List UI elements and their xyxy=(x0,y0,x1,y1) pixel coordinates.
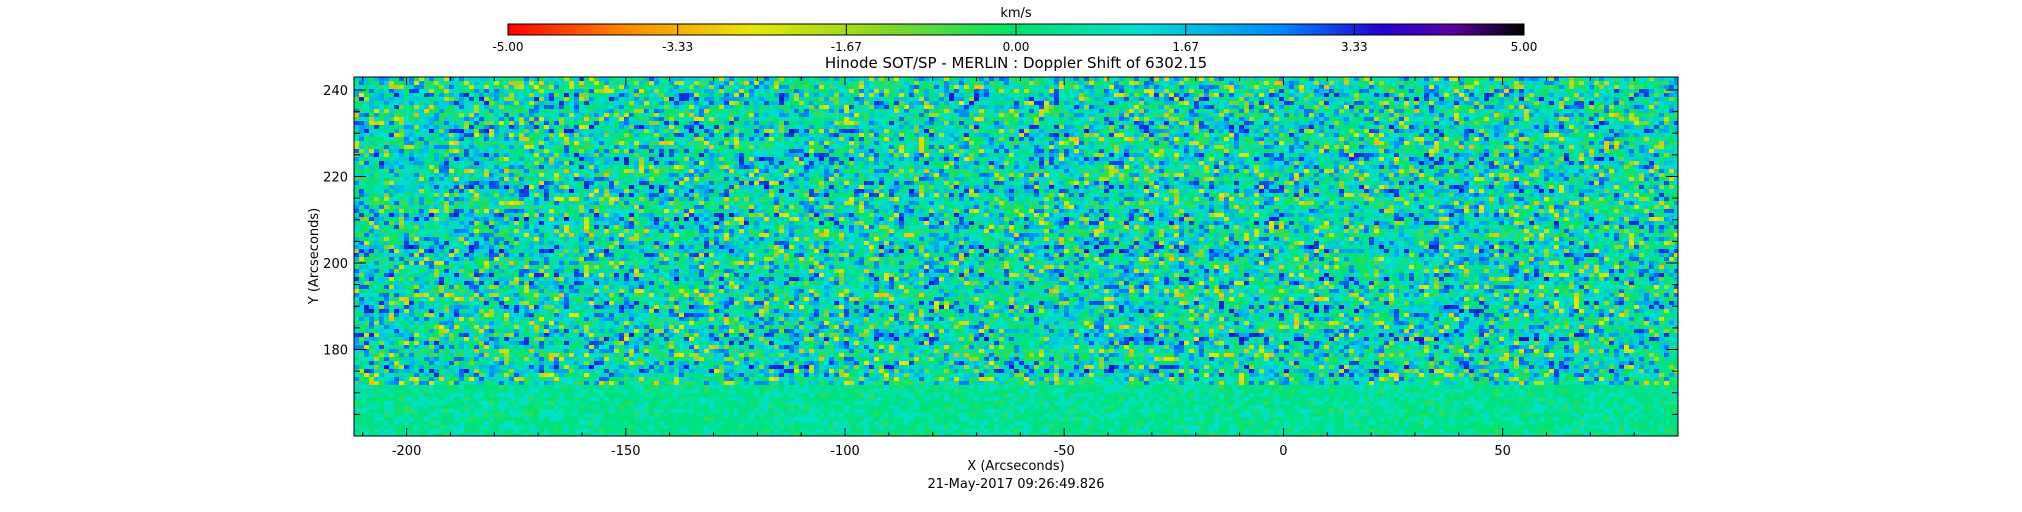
chart-title: Hinode SOT/SP - MERLIN : Doppler Shift o… xyxy=(825,54,1207,72)
colorbar-tick-label: -5.00 xyxy=(492,40,523,54)
colorbar-tick-label: 3.33 xyxy=(1341,40,1368,54)
x-tick-label: -200 xyxy=(392,444,422,459)
colorbar-tick-label: -1.67 xyxy=(831,40,862,54)
x-tick-label: -100 xyxy=(830,444,860,459)
colorbar-tick-label: 0.00 xyxy=(1003,40,1030,54)
y-tick-label: 180 xyxy=(323,343,348,358)
colorbar-tick-label: -3.33 xyxy=(662,40,693,54)
x-axis-label: X (Arcseconds) xyxy=(967,459,1064,474)
x-tick-label: 0 xyxy=(1279,444,1287,459)
colorbar-label: km/s xyxy=(1000,6,1032,21)
colorbar-tick-label: 1.67 xyxy=(1172,40,1199,54)
colorbar-tick-label: 5.00 xyxy=(1511,40,1538,54)
y-tick-label: 240 xyxy=(323,84,348,99)
x-tick-label: -50 xyxy=(1054,444,1075,459)
y-axis-label: Y (Arcseconds) xyxy=(307,208,322,305)
x-tick-label: 50 xyxy=(1494,444,1511,459)
doppler-map xyxy=(354,77,1679,437)
y-tick-label: 200 xyxy=(323,257,348,272)
y-tick-label: 220 xyxy=(323,170,348,185)
x-tick-label: -150 xyxy=(611,444,641,459)
timestamp: 21-May-2017 09:26:49.826 xyxy=(927,477,1104,492)
